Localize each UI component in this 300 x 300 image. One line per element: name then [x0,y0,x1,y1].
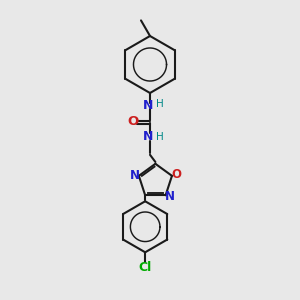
Text: O: O [127,115,139,128]
Text: N: N [165,190,175,203]
Text: H: H [156,132,164,142]
Text: Cl: Cl [139,261,152,274]
Text: O: O [171,168,181,181]
Text: N: N [130,169,140,182]
Text: H: H [156,99,164,109]
Text: N: N [142,99,153,112]
Text: N: N [142,130,153,143]
